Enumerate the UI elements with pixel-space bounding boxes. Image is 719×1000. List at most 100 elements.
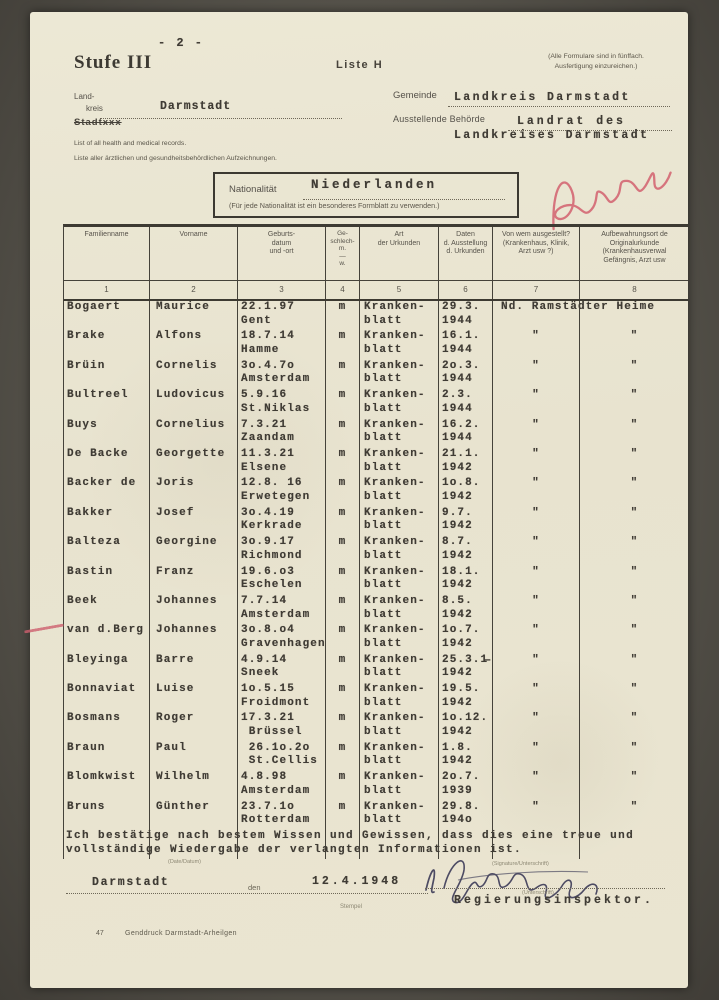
col-number: 4 bbox=[326, 281, 360, 299]
description-german: Liste aller ärztlichen und gesundheitsbe… bbox=[74, 155, 277, 162]
cell-geburtsdatum-ort: 17.3.21 Brüssel bbox=[238, 712, 326, 742]
cell-art-der-urkunden: Kranken- blatt bbox=[360, 389, 439, 419]
handwritten-signature-icon bbox=[425, 860, 598, 904]
nationality-label: Nationalität bbox=[229, 184, 277, 195]
cell-vorname: Luise bbox=[150, 683, 238, 713]
stadt-crossed-out: Stadtxxx bbox=[74, 117, 122, 128]
cell-vorname: Günther bbox=[150, 800, 238, 831]
landkreis-dotted-line bbox=[100, 118, 342, 119]
cell-familienname: Bruns bbox=[64, 800, 150, 831]
cell-familienname: Backer de bbox=[64, 477, 150, 507]
cell-ausgestellt-von: " bbox=[493, 712, 580, 742]
cell-aufbewahrungsort: " bbox=[630, 683, 639, 696]
cell-geburtsdatum-ort: 3o.4.19 Kerkrade bbox=[238, 506, 326, 537]
table-row: van d.Berg Johannes 3o.8.o4 Gravenhagen … bbox=[63, 624, 688, 654]
den-label: den bbox=[248, 883, 261, 892]
table-row: Bakker Josef 3o.4.19 Kerkrade m Kranken-… bbox=[63, 506, 688, 537]
cell-geschlecht: m bbox=[326, 712, 360, 742]
cell-familienname: Beek bbox=[64, 594, 150, 625]
cell-geschlecht: m bbox=[326, 653, 360, 684]
cell-ausstellungsdatum: 1o.7. 1942 bbox=[439, 624, 493, 654]
cell-art-der-urkunden: Kranken- blatt bbox=[360, 683, 439, 713]
cell-familienname: Bastin bbox=[64, 565, 150, 595]
corner-instruction-note: (Alle Formulare sind in fünffach. Ausfer… bbox=[548, 53, 644, 70]
signature-dotted-line bbox=[425, 888, 665, 889]
cell-aufbewahrungsort: " bbox=[630, 594, 639, 607]
cell-aufbewahrungsort: " bbox=[630, 330, 639, 343]
cell-geschlecht: m bbox=[326, 330, 360, 360]
table-header-row: Familienname Vorname Geburts- datum und … bbox=[63, 224, 688, 281]
empty-cell bbox=[326, 830, 360, 860]
cell-art-der-urkunden: Kranken- blatt bbox=[360, 330, 439, 360]
cell-art-der-urkunden: Kranken- blatt bbox=[360, 565, 439, 595]
nationality-dotted-line bbox=[303, 199, 505, 200]
cell-art-der-urkunden: Kranken- blatt bbox=[360, 506, 439, 537]
cell-vorname: Franz bbox=[150, 565, 238, 595]
behoerde-dotted-line bbox=[508, 130, 672, 131]
cell-ausgestellt-von: " bbox=[493, 624, 580, 654]
empty-cell bbox=[238, 830, 326, 860]
cell-aufbewahrungsort: " bbox=[630, 741, 639, 754]
cell-art-der-urkunden: Kranken- blatt bbox=[360, 301, 439, 331]
cell-aufbewahrungsort: " bbox=[630, 624, 639, 637]
cell-familienname: Balteza bbox=[64, 536, 150, 566]
cell-geburtsdatum-ort: 23.7.1o Rotterdam bbox=[238, 800, 326, 831]
cell-ausgestellt-von: " bbox=[493, 741, 580, 772]
cell-geburtsdatum-ort: 3o.4.7o Amsterdam bbox=[238, 359, 326, 390]
cell-ausgestellt-von: " bbox=[493, 594, 580, 625]
cell-familienname: Bultreel bbox=[64, 389, 150, 419]
cell-geschlecht: m bbox=[326, 506, 360, 537]
cell-geburtsdatum-ort: 26.1o.2o St.Cellis bbox=[238, 741, 326, 772]
cell-art-der-urkunden: Kranken- blatt bbox=[360, 800, 439, 831]
cell-vorname: Josef bbox=[150, 506, 238, 537]
cell-vorname: Joris bbox=[150, 477, 238, 507]
footer-form-number: 47 bbox=[96, 930, 104, 937]
table-row: De Backe Georgette 11.3.21 Elsene m Kran… bbox=[63, 447, 688, 478]
cell-art-der-urkunden: Kranken- blatt bbox=[360, 712, 439, 742]
document-page: - 2 - Stufe III Liste H (Alle Formulare … bbox=[24, 12, 688, 988]
cell-geschlecht: m bbox=[326, 800, 360, 831]
cell-familienname: Braun bbox=[64, 741, 150, 772]
table-body: Bogaert Maurice 22.1.97 Gent m Kranken- … bbox=[63, 301, 688, 860]
cell-aufbewahrungsort: " bbox=[630, 800, 639, 813]
cell-ausstellungsdatum: 8.5. 1942 bbox=[439, 594, 493, 625]
cell-art-der-urkunden: Kranken- blatt bbox=[360, 418, 439, 448]
cell-aufbewahrungsort: " bbox=[630, 712, 639, 725]
cell-ausgestellt-von: " bbox=[493, 330, 580, 360]
cell-ausgestellt-von: " bbox=[493, 800, 580, 831]
cell-ausstellungsdatum: 8.7. 1942 bbox=[439, 536, 493, 566]
cell-vorname: Ludovicus bbox=[150, 389, 238, 419]
gemeinde-dotted-line bbox=[448, 106, 670, 107]
cell-geschlecht: m bbox=[326, 447, 360, 478]
cell-ausgestellt-von: " bbox=[493, 506, 580, 537]
cell-art-der-urkunden: Kranken- blatt bbox=[360, 624, 439, 654]
cell-geschlecht: m bbox=[326, 359, 360, 390]
cell-aufbewahrungsort: " bbox=[630, 477, 639, 490]
empty-cell bbox=[439, 830, 493, 860]
cell-aufbewahrungsort: " bbox=[630, 447, 639, 460]
cell-art-der-urkunden: Kranken- blatt bbox=[360, 771, 439, 801]
cell-aufbewahrungsort: " bbox=[630, 653, 639, 666]
stufe-title: Stufe III bbox=[74, 52, 153, 73]
col-number: 6 bbox=[439, 281, 493, 299]
cell-familienname: Bonnaviat bbox=[64, 683, 150, 713]
red-margin-mark bbox=[24, 623, 64, 634]
table-row: Blomkwist Wilhelm 4.8.98 Amsterdam m Kra… bbox=[63, 771, 688, 801]
cell-art-der-urkunden: Kranken- blatt bbox=[360, 447, 439, 478]
liste-title: Liste H bbox=[336, 59, 384, 71]
cell-geburtsdatum-ort: 11.3.21 Elsene bbox=[238, 447, 326, 478]
cell-familienname: Bakker bbox=[64, 506, 150, 537]
table-row: Bonnaviat Luise 1o.5.15 Froidmont m Kran… bbox=[63, 683, 688, 713]
cell-geburtsdatum-ort: 4.9.14 Sneek bbox=[238, 653, 326, 684]
nationality-note: (Für jede Nationalität ist ein besondere… bbox=[229, 201, 440, 210]
cell-geburtsdatum-ort: 18.7.14 Hamme bbox=[238, 330, 326, 360]
cell-ausstellungsdatum: 21.1. 1942 bbox=[439, 447, 493, 478]
unterschrift-microlabel: (Unterschrift) bbox=[522, 890, 554, 896]
cell-geburtsdatum-ort: 3o.9.17 Richmond bbox=[238, 536, 326, 566]
date-value: 12.4.1948 bbox=[312, 875, 402, 888]
cell-ausstellungsdatum: 25.3.1̶ 1942 bbox=[439, 653, 493, 684]
cell-ausstellungsdatum: 1.8. 1942 bbox=[439, 741, 493, 772]
cell-geschlecht: m bbox=[326, 565, 360, 595]
paper-stain bbox=[90, 312, 350, 612]
table-row: Backer de Joris 12.8. 16 Erwetegen m Kra… bbox=[63, 477, 688, 507]
